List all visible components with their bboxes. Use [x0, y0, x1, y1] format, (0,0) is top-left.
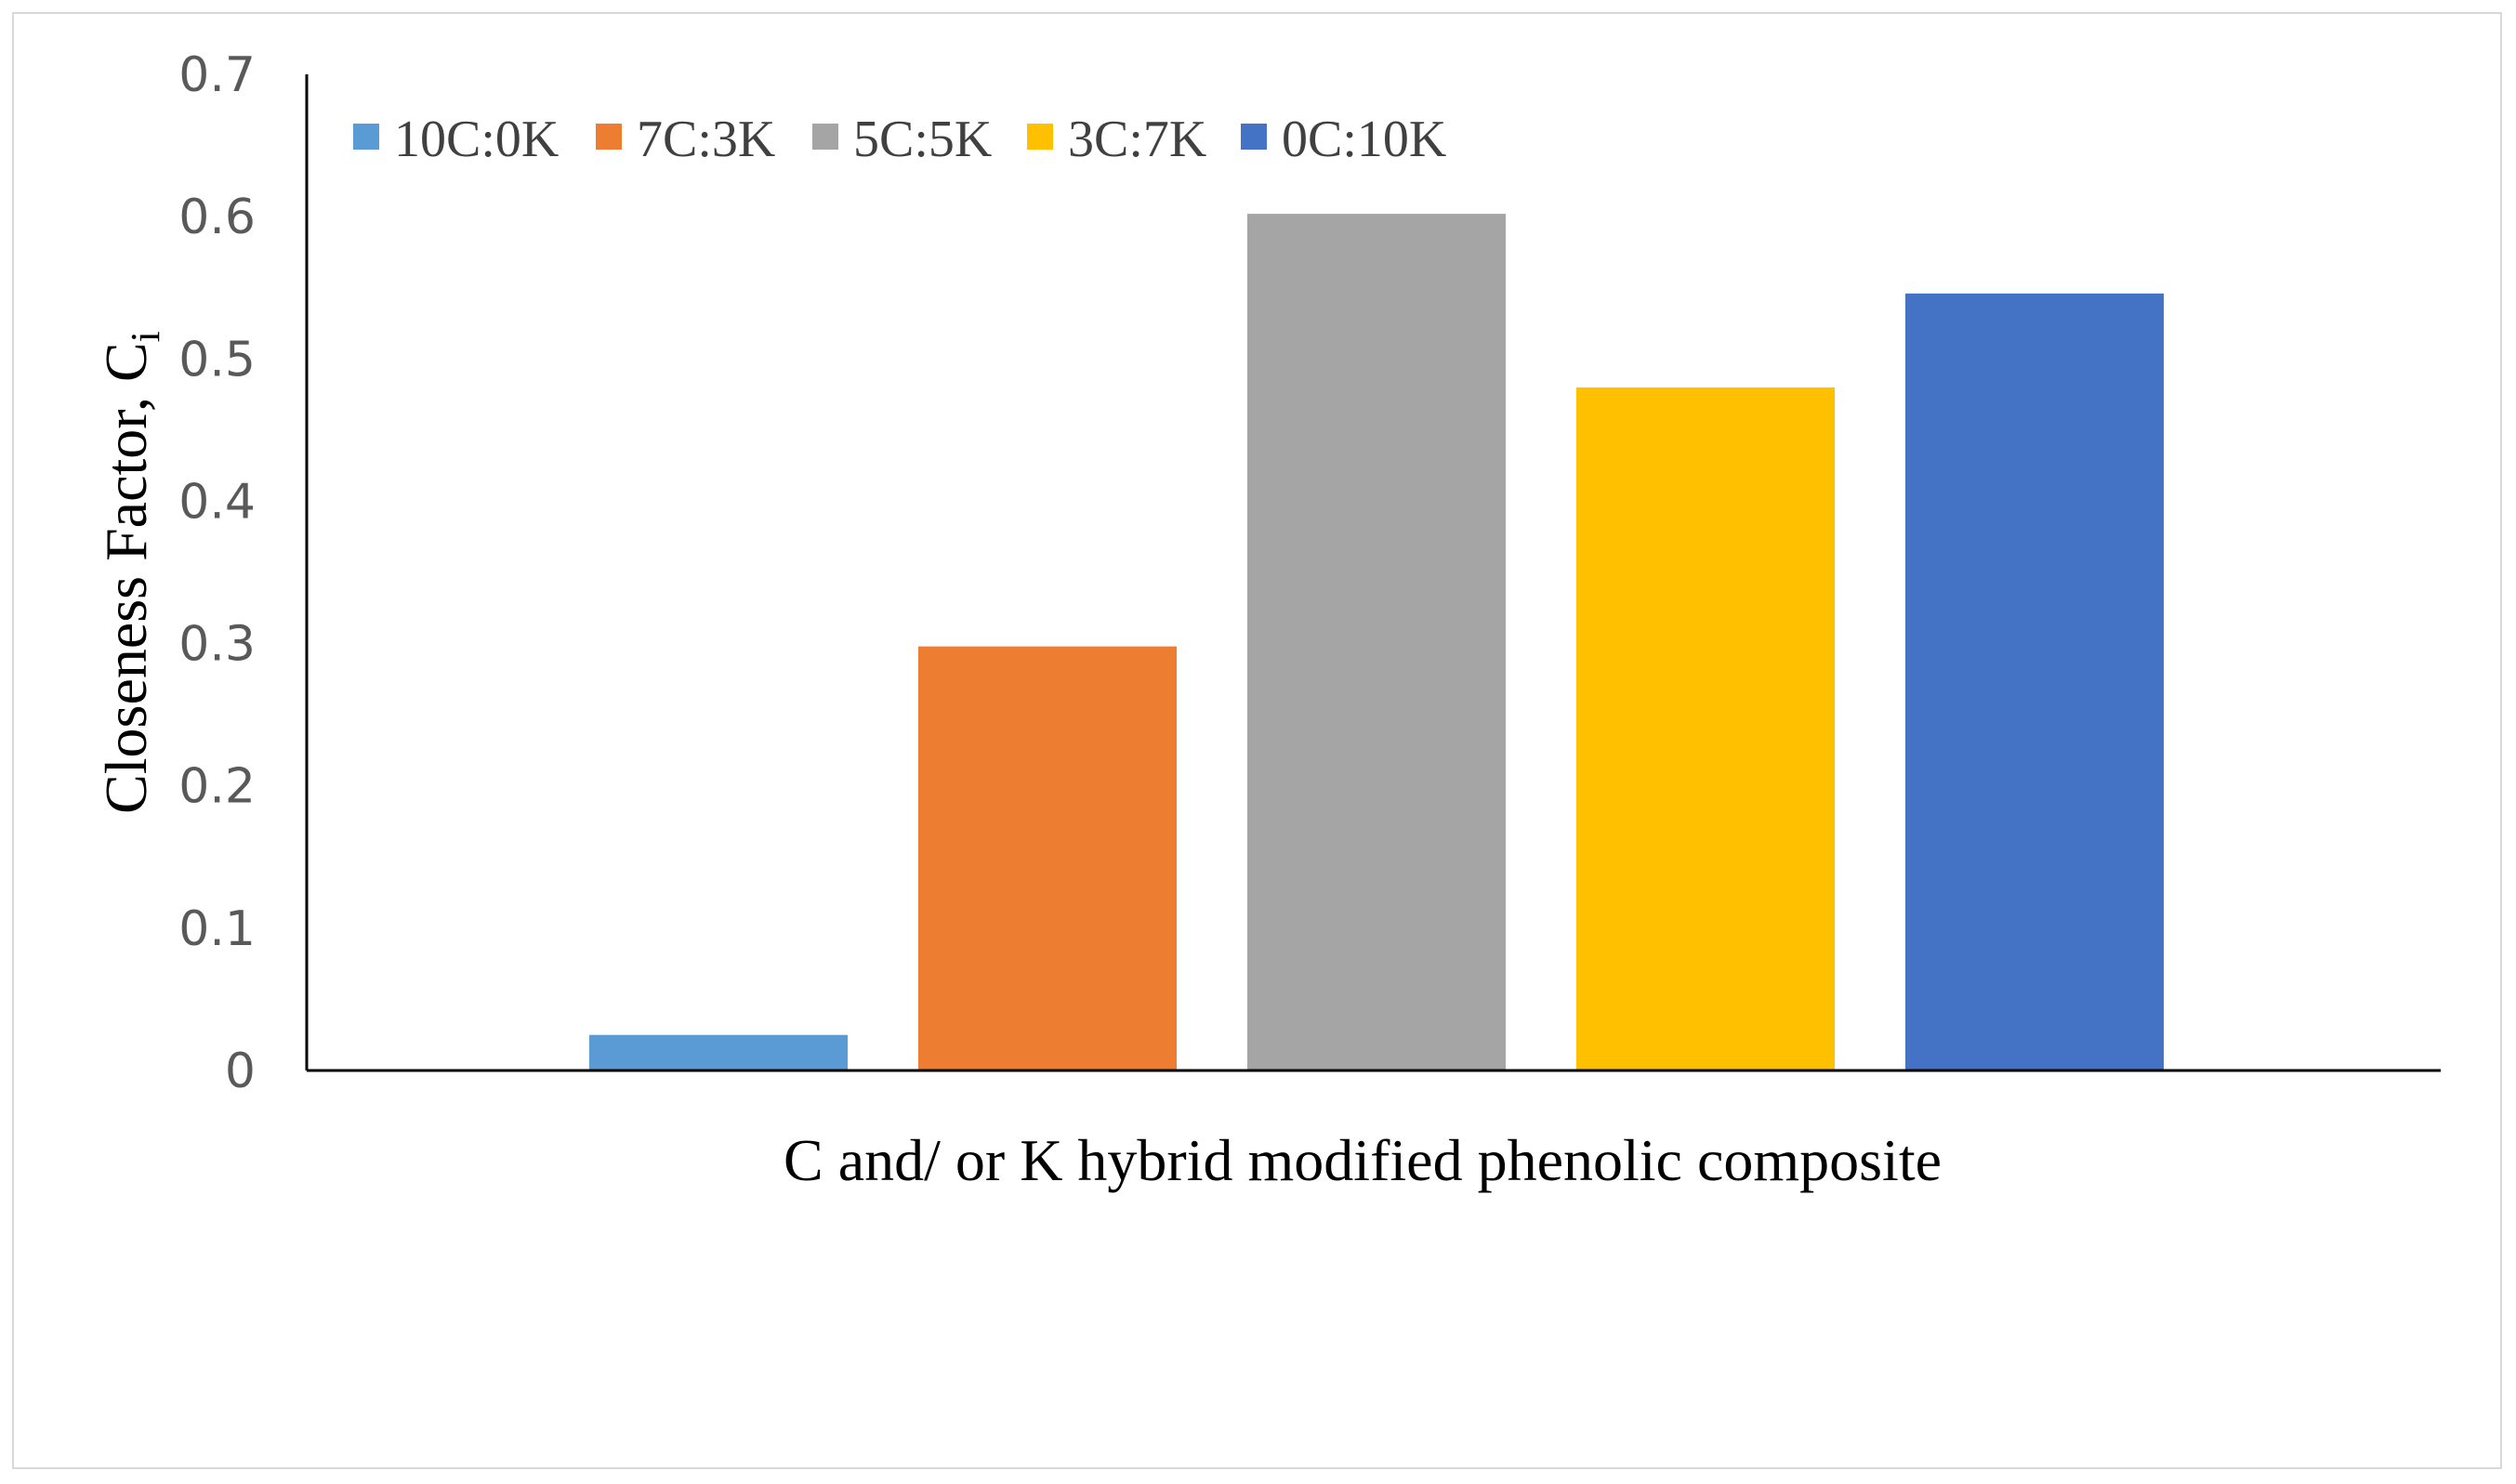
- legend-label: 0C:10K: [1282, 111, 1446, 168]
- legend-label: 5C:5K: [853, 111, 992, 168]
- y-tick-label: 0.1: [178, 901, 256, 957]
- y-axis-title: Closeness Factor, Ci: [93, 331, 168, 814]
- legend-label: 10C:0K: [394, 111, 559, 168]
- bar-3c-7k: [1576, 387, 1835, 1070]
- legend-label: 7C:3K: [637, 111, 775, 168]
- bar-5c-5k: [1247, 214, 1506, 1070]
- legend-swatch: [1027, 124, 1053, 150]
- y-tick-label: 0.2: [178, 759, 256, 815]
- y-tick-label: 0.4: [178, 474, 256, 530]
- legend-swatch: [596, 124, 622, 150]
- legend-swatch: [353, 124, 379, 150]
- y-tick-label: 0: [225, 1044, 256, 1099]
- legend-label: 3C:7K: [1068, 111, 1206, 168]
- y-axis-ticks: 0 0.1 0.2 0.3 0.4 0.5 0.6 0.7: [178, 47, 256, 1099]
- y-tick-label: 0.3: [178, 617, 256, 673]
- x-axis-title: C and/ or K hybrid modified phenolic com…: [784, 1127, 1942, 1193]
- bar-10c-0k: [589, 1034, 848, 1070]
- legend-swatch: [1241, 124, 1267, 150]
- y-tick-label: 0.7: [178, 47, 256, 103]
- bar-7c-3k: [918, 646, 1177, 1070]
- y-axis-title-main: Closeness Factor, C: [93, 342, 159, 814]
- bar-0c-10k: [1905, 293, 2164, 1071]
- y-axis-title-subscript: i: [123, 331, 168, 342]
- y-tick-label: 0.6: [178, 190, 256, 245]
- legend-swatch: [812, 124, 838, 150]
- legend: 10C:0K 7C:3K 5C:5K 3C:7K 0C:10K: [353, 111, 1446, 168]
- y-tick-label: 0.5: [178, 332, 256, 387]
- bars: [589, 214, 2164, 1071]
